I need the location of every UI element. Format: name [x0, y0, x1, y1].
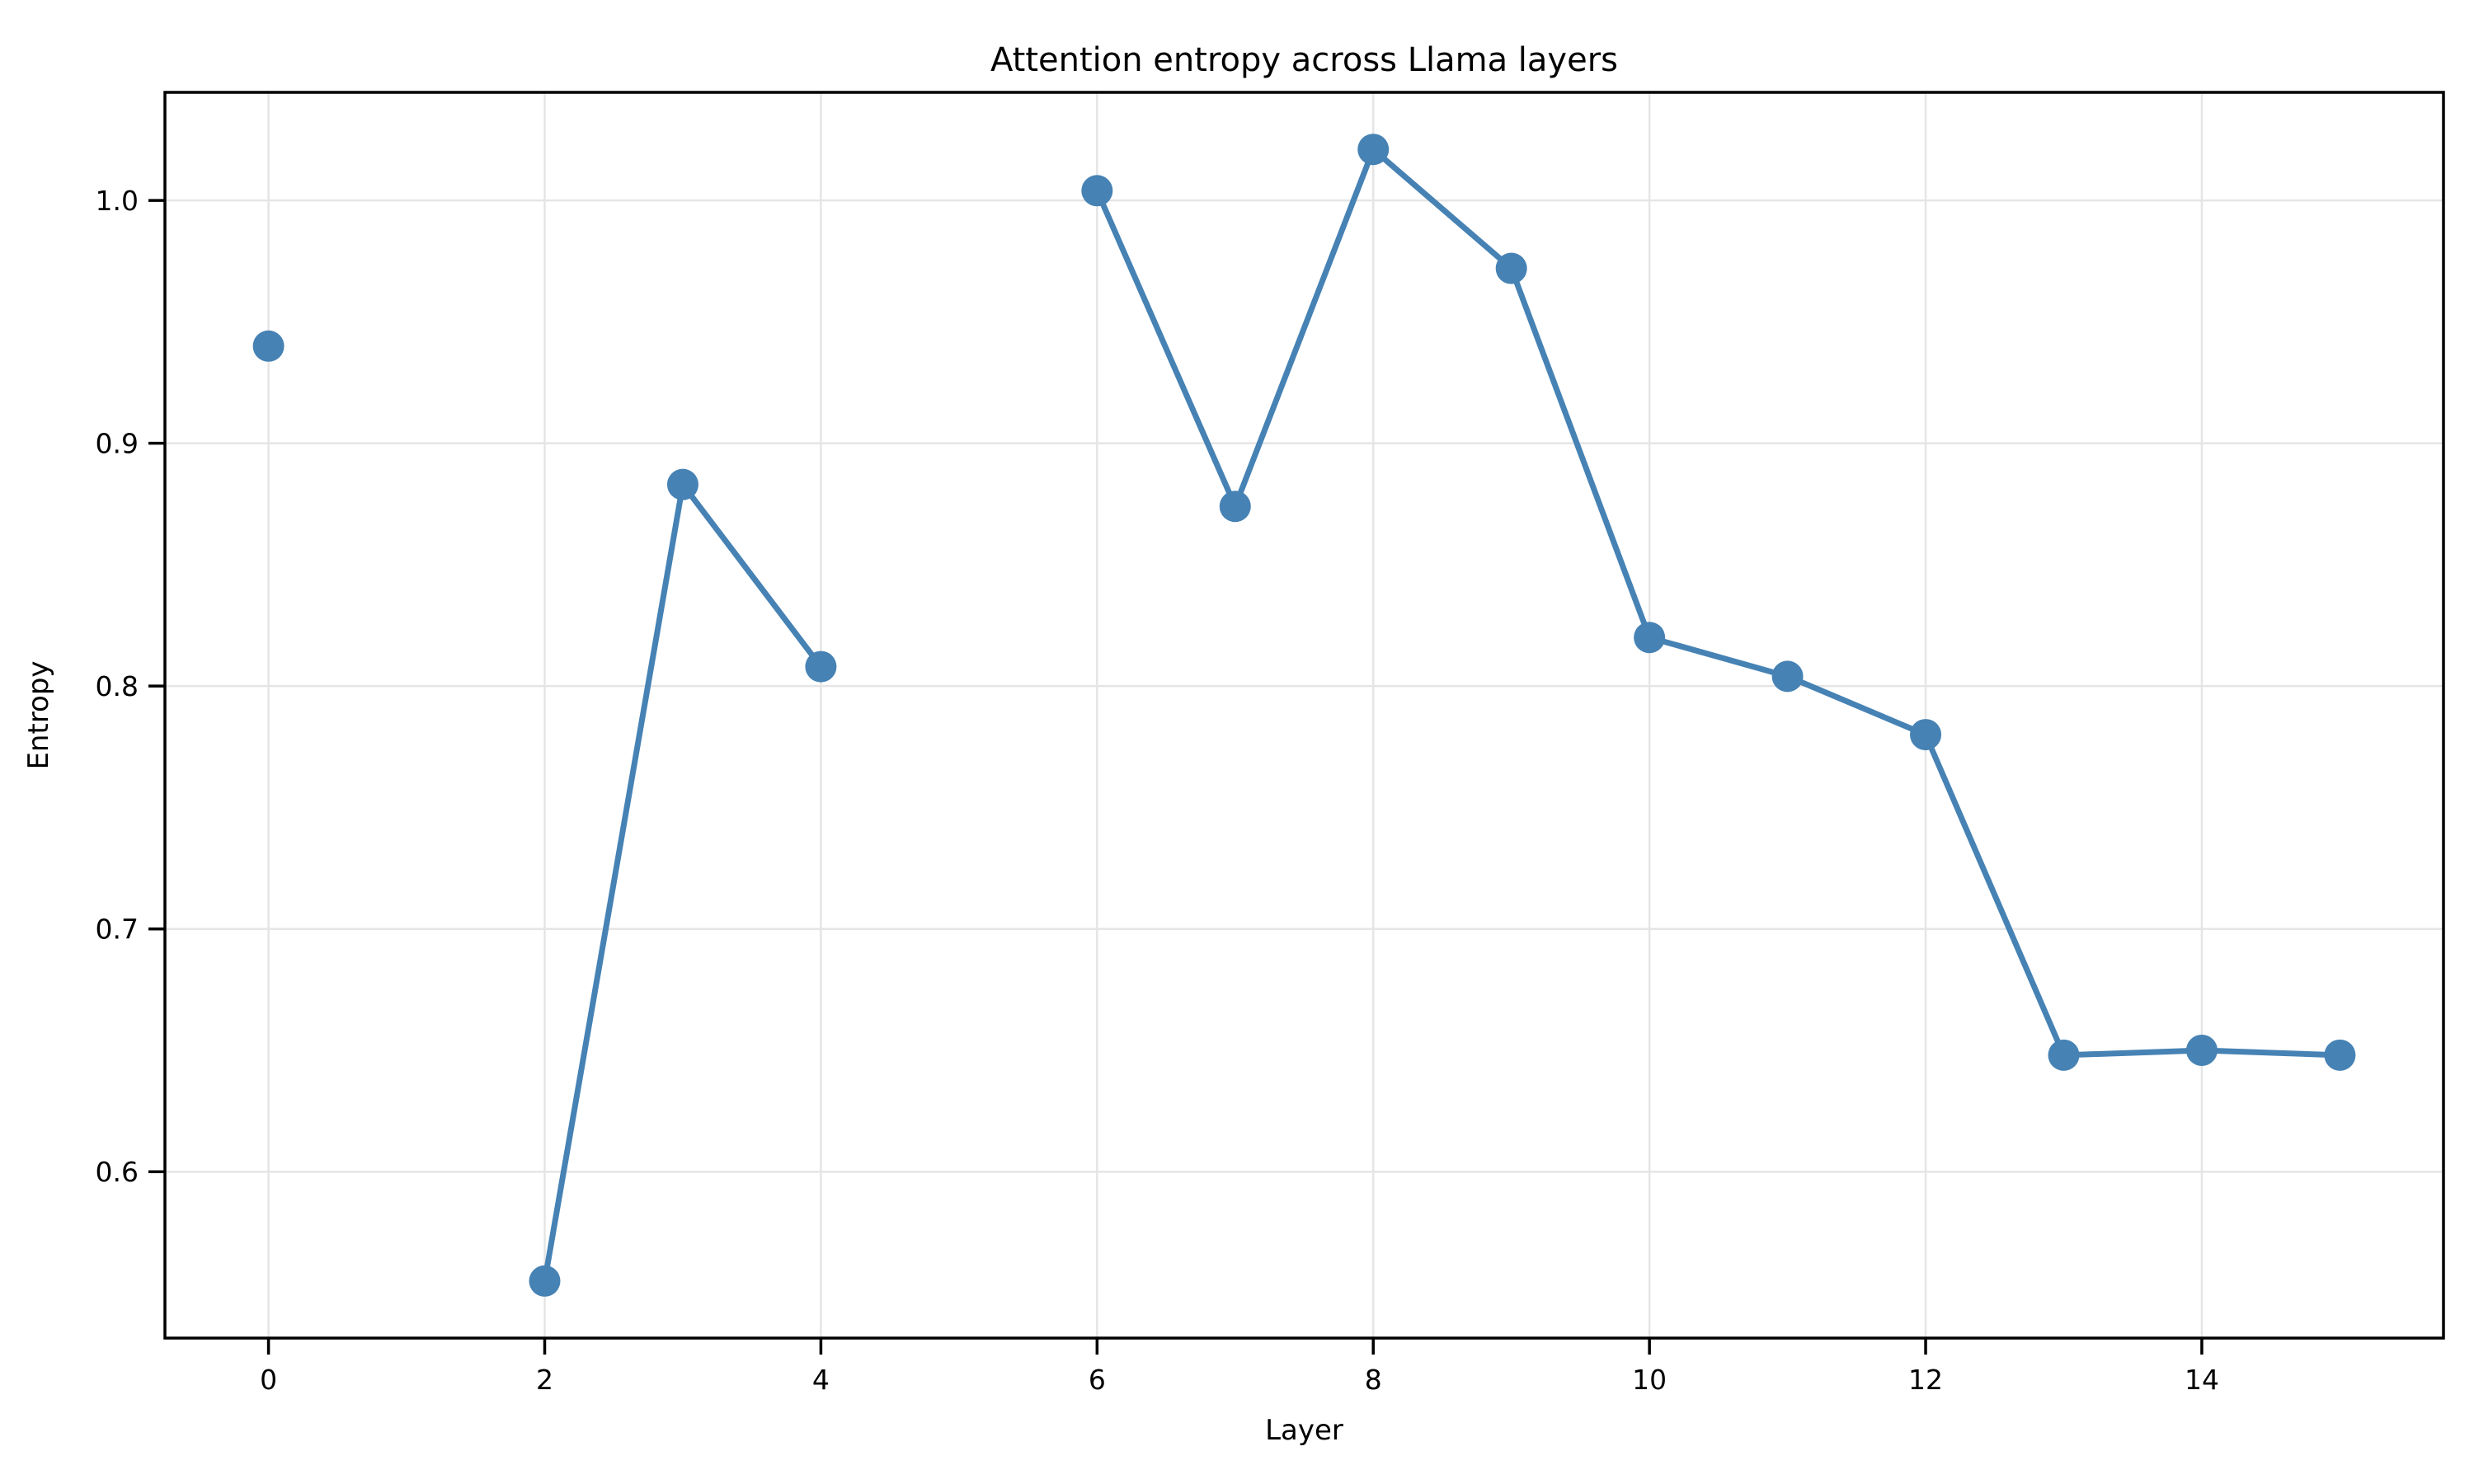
gridlines [165, 92, 2443, 1338]
x-tick-label: 8 [1365, 1364, 1382, 1396]
data-point-marker [1081, 175, 1113, 207]
axis-ticks [148, 199, 2204, 1355]
x-tick-label: 14 [2185, 1364, 2219, 1396]
data-point-marker [1910, 719, 1942, 751]
x-tick-label: 0 [260, 1364, 277, 1396]
y-axis-label: Entropy [22, 660, 55, 769]
y-tick-label: 0.7 [96, 913, 139, 946]
series-line-segment [542, 481, 824, 1284]
data-point-marker [1495, 252, 1527, 284]
data-point-marker [529, 1265, 561, 1297]
data-point-marker [805, 650, 837, 683]
series-line-segment [1094, 146, 2343, 1059]
data-point-marker [666, 468, 698, 500]
chart-title: Attention entropy across Llama layers [990, 41, 1618, 79]
data-point-marker [1634, 622, 1666, 654]
data-point-marker [2048, 1039, 2080, 1071]
x-tick-label: 6 [1089, 1364, 1106, 1396]
data-point-marker [1219, 491, 1251, 523]
x-tick-label: 4 [812, 1364, 830, 1396]
data-point-marker [252, 330, 285, 362]
tick-labels: 0 2 4 6 8 10 12 14 0.6 0.7 0.8 0.9 1.0 [96, 185, 2219, 1396]
x-tick-label: 2 [536, 1364, 553, 1396]
data-point-marker [2185, 1034, 2218, 1066]
data-point-marker [1771, 660, 1804, 693]
plot-frame [163, 91, 2445, 1340]
y-tick-label: 0.6 [96, 1156, 139, 1188]
data-point-marker [1357, 134, 1390, 166]
data-point-marker [2324, 1039, 2356, 1071]
x-tick-label: 10 [1632, 1364, 1667, 1396]
x-axis-label: Layer [1265, 1414, 1343, 1447]
x-tick-label: 12 [1908, 1364, 1943, 1396]
y-tick-label: 0.8 [96, 670, 139, 702]
y-tick-label: 1.0 [96, 185, 139, 217]
y-tick-label: 0.9 [96, 428, 139, 460]
axes-spines [163, 91, 2445, 1340]
data-series [252, 134, 2356, 1297]
